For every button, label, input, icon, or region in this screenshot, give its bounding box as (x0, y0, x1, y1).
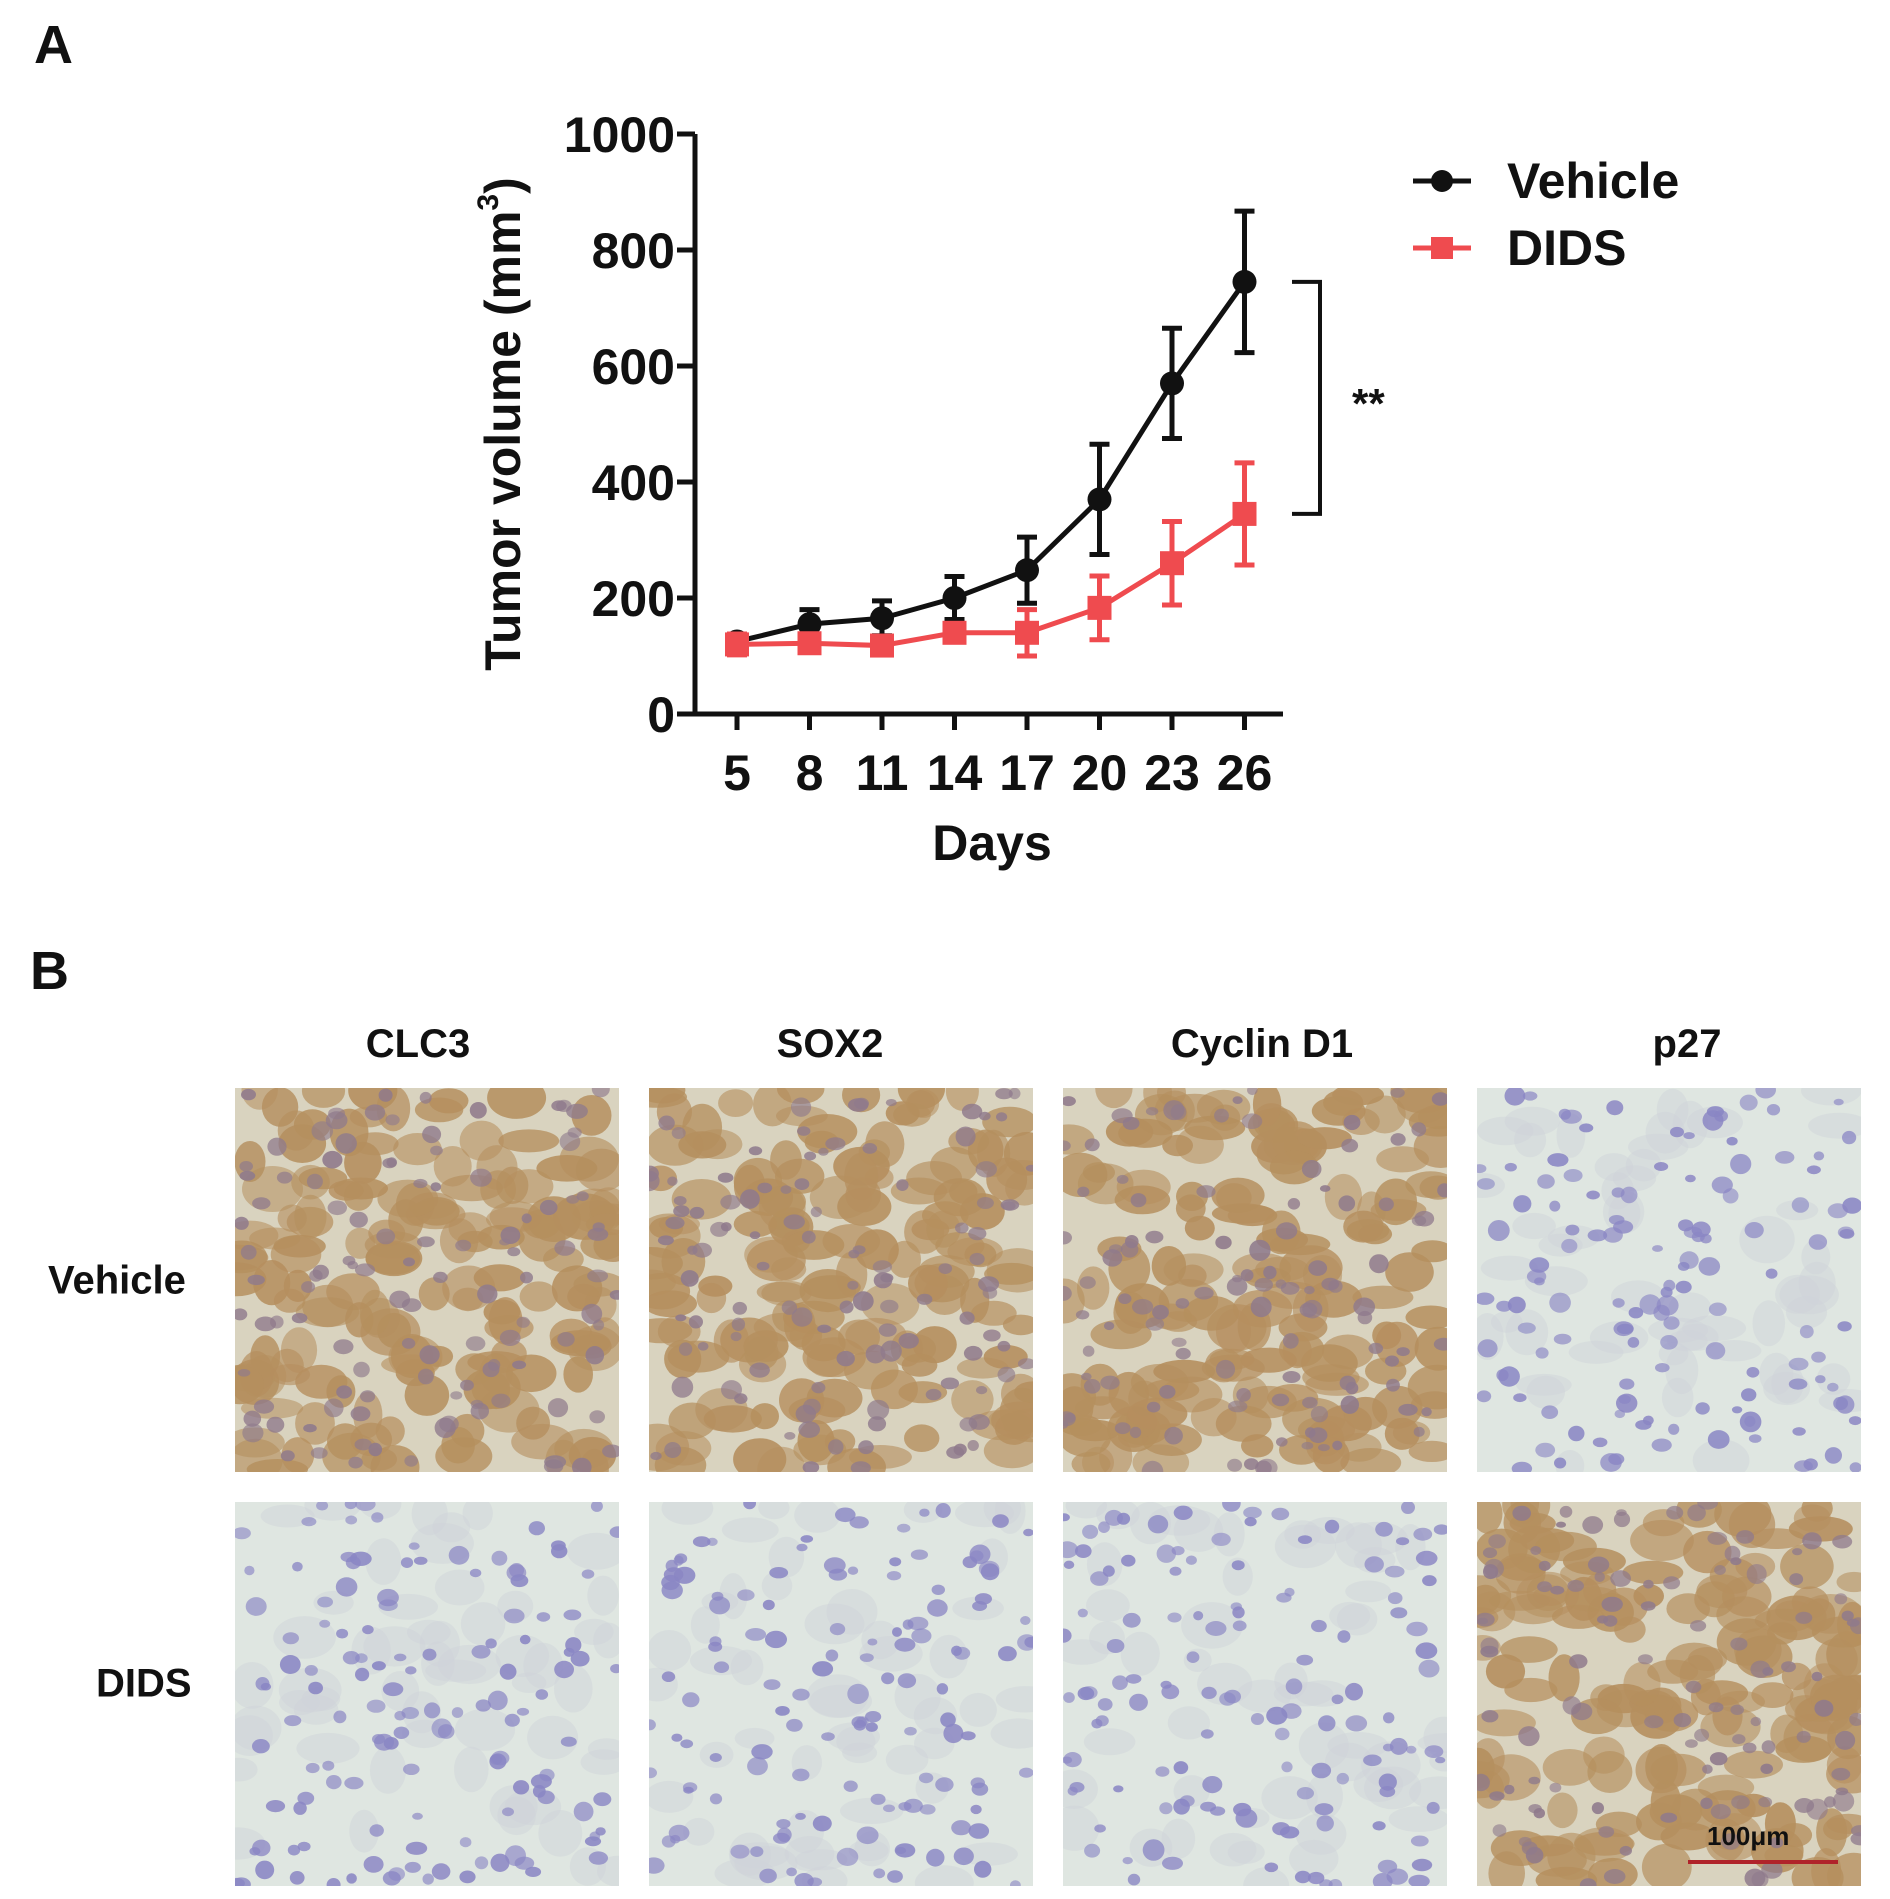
micrograph-texture (235, 1502, 619, 1886)
y-tick-label: 600 (592, 339, 675, 395)
x-tick-label: 14 (927, 745, 983, 801)
series-layer (725, 208, 1257, 659)
data-point (1015, 558, 1039, 583)
series-dids (725, 460, 1257, 659)
ihc-column-label-cyclin-d1: Cyclin D1 (1170, 1022, 1354, 1066)
scale-bar-label: 100μm (1707, 1821, 1790, 1851)
data-point (1015, 620, 1039, 645)
y-tick-label: 200 (592, 571, 675, 627)
legend-marker-dids (1431, 237, 1453, 259)
y-tick-label: 1000 (564, 107, 675, 163)
data-point (1232, 501, 1257, 526)
y-axis-label: Tumor volume (mm3) (472, 177, 531, 671)
x-tick-label: 8 (796, 745, 824, 801)
y-axis-label-close: ) (475, 177, 531, 194)
data-point (1160, 551, 1184, 576)
data-point (1087, 595, 1112, 620)
x-ticks: 5 8 11 14 17 20 23 26 (723, 714, 1272, 801)
x-tick-label: 26 (1217, 745, 1273, 801)
micrograph-texture (649, 1088, 1033, 1472)
ihc-image-dids-cyclin-d1 (1063, 1502, 1447, 1886)
panel-b-label: B (30, 941, 69, 1001)
legend: Vehicle DIDS (1413, 153, 1679, 276)
data-point (942, 586, 967, 610)
ihc-image-vehicle-sox2 (649, 1088, 1033, 1472)
micrograph-texture (235, 1088, 619, 1472)
ihc-image-vehicle-clc3 (235, 1088, 619, 1472)
y-ticks: 0 200 400 600 800 1000 (564, 107, 695, 743)
significance-annotation: ** (1352, 380, 1385, 427)
ihc-column-label-p27: p27 (1652, 1022, 1722, 1066)
x-tick-label: 5 (723, 745, 751, 801)
y-tick-label: 400 (592, 455, 675, 511)
y-tick-label: 800 (592, 223, 675, 279)
data-point (797, 612, 822, 637)
ihc-image-vehicle-p27 (1477, 1088, 1861, 1472)
ihc-image-vehicle-cyclin-d1 (1063, 1088, 1447, 1472)
x-tick-label: 23 (1144, 745, 1200, 801)
legend-label-vehicle: Vehicle (1507, 153, 1679, 209)
micrograph-texture (649, 1502, 1033, 1886)
y-tick-label: 0 (647, 687, 675, 743)
y-axis-label-main: Tumor volume (mm (475, 211, 531, 671)
ihc-row-label-dids: DIDS (96, 1661, 192, 1706)
ihc-image-dids-clc3 (235, 1502, 619, 1886)
y-axis-label-superscript: 3 (472, 194, 505, 211)
data-point (797, 631, 822, 656)
tumor-volume-chart: 0 200 400 600 800 1000 5 8 11 14 17 20 23 26 Days Tu… (472, 107, 1679, 871)
data-point (725, 632, 749, 657)
micrograph-texture (1477, 1088, 1861, 1472)
micrograph-texture (1477, 1502, 1861, 1886)
series-vehicle (725, 208, 1257, 654)
micrograph-texture (1063, 1088, 1447, 1472)
x-tick-label: 17 (999, 745, 1055, 801)
data-point (870, 606, 894, 631)
x-axis-label: Days (932, 815, 1052, 871)
ihc-column-label-clc3: CLC3 (365, 1022, 471, 1066)
series-line-dids (736, 511, 1246, 649)
panel-a-label: A (34, 15, 73, 75)
ihc-column-label-sox2: SOX2 (776, 1022, 884, 1066)
legend-label-dids: DIDS (1507, 220, 1626, 276)
ihc-image-dids-sox2 (649, 1502, 1033, 1886)
data-point (1160, 371, 1184, 396)
x-tick-label: 11 (856, 745, 909, 801)
significance-bracket: ** (1292, 279, 1385, 516)
ihc-image-dids-p27 (1477, 1502, 1861, 1886)
data-point (1232, 269, 1257, 294)
legend-item-vehicle: Vehicle (1413, 153, 1679, 209)
x-tick-label: 20 (1072, 745, 1128, 801)
legend-item-dids: DIDS (1413, 220, 1626, 276)
series-line-vehicle (736, 280, 1247, 644)
data-point (942, 620, 967, 645)
data-point (870, 633, 894, 658)
legend-marker-vehicle (1431, 170, 1453, 192)
micrograph-texture (1063, 1502, 1447, 1886)
scale-bar (1688, 1860, 1838, 1864)
ihc-row-label-vehicle: Vehicle (48, 1258, 186, 1303)
data-point (1087, 487, 1112, 512)
